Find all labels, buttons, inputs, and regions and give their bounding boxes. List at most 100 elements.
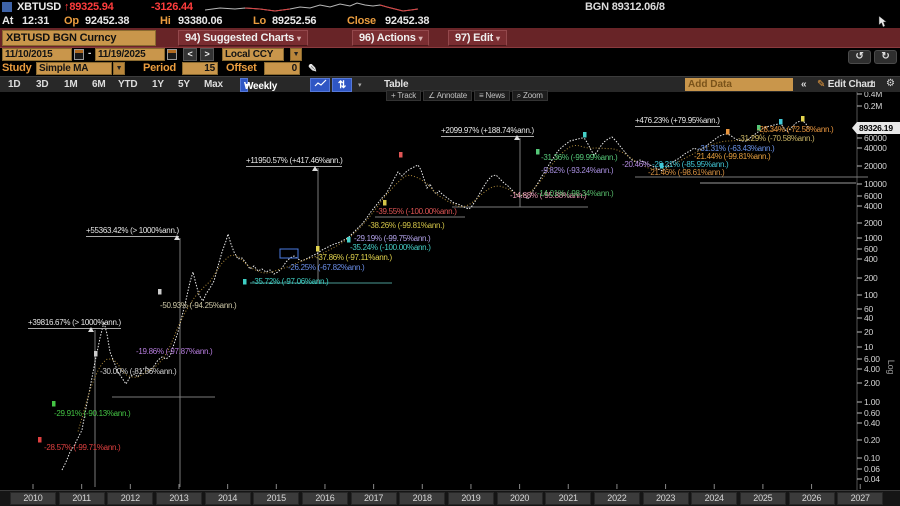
ticker-symbol: XBTUSD xyxy=(17,1,62,13)
offset-input[interactable]: 0 xyxy=(264,62,300,75)
price-chart[interactable]: 0.4M0.2M60000400002000010000600040002000… xyxy=(0,92,900,490)
range-tab-1d[interactable]: 1D xyxy=(8,79,21,90)
range-tab-3d[interactable]: 3D xyxy=(36,79,49,90)
y-tick-label: 200 xyxy=(864,273,878,283)
chart-settings-icon[interactable]: ⊿ xyxy=(868,79,877,90)
y-tick-label: 0.60 xyxy=(864,408,880,418)
y-tick-label: 2.00 xyxy=(864,378,880,388)
last-price: ↑89325.94 xyxy=(64,1,114,13)
news-tool[interactable]: ≡ News xyxy=(474,90,510,101)
moving-average-series xyxy=(77,127,797,432)
chart-area[interactable]: + Track ∠ Annotate ≡ News ⌕ Zoom 0.4M 0.2M 60… xyxy=(0,90,900,490)
open-label: Op xyxy=(64,15,79,27)
range-tab-ytd[interactable]: YTD xyxy=(118,79,138,90)
y-tick-label: 40000 xyxy=(864,143,887,153)
offset-label: Offset xyxy=(226,62,257,74)
currency-select[interactable]: Local CCY xyxy=(222,48,284,61)
edit-menu[interactable]: 97) Edit ▾ xyxy=(448,30,507,46)
edit-chart-button[interactable]: ✎ Edit Chart xyxy=(817,79,874,90)
mouse-cursor-icon xyxy=(878,16,888,28)
calendar-icon[interactable] xyxy=(74,49,84,60)
edit-study-pencil-icon[interactable]: ✎ xyxy=(308,63,318,75)
x-axis-year-2019: 2019 xyxy=(447,492,494,505)
track-tool[interactable]: + Track xyxy=(386,90,422,101)
table-button[interactable]: Table xyxy=(384,79,409,90)
flag-marker xyxy=(757,125,761,131)
date-from-input[interactable]: 11/10/2015 xyxy=(2,48,72,61)
x-axis-year-2024: 2024 xyxy=(691,492,738,505)
flag-marker xyxy=(347,237,351,243)
period-input[interactable]: 15 xyxy=(182,62,218,75)
suggested-charts-menu[interactable]: 94) Suggested Charts ▾ xyxy=(178,30,308,46)
chevron-down-icon: ▾ xyxy=(296,34,301,43)
flag-marker xyxy=(726,129,730,135)
y-tick-label: 600 xyxy=(864,244,878,254)
y-tick-label: 0.2M xyxy=(864,101,882,111)
chart-floating-toolbar: + Track ∠ Annotate ≡ News ⌕ Zoom xyxy=(386,90,548,101)
chevron-down-icon: ▾ xyxy=(418,34,423,43)
price-change: -3126.44 xyxy=(151,1,193,13)
y-tick-label: 400 xyxy=(864,254,878,264)
range-tab-max[interactable]: Max xyxy=(204,79,223,90)
y-tick-label: 40 xyxy=(864,313,874,323)
y-tick-label: 2000 xyxy=(864,218,883,228)
currency-dropdown-icon[interactable]: ▼ xyxy=(290,48,302,61)
annotate-tool[interactable]: ∠ Annotate xyxy=(423,90,473,101)
flag-marker xyxy=(383,200,387,206)
last-price-badge xyxy=(857,122,900,134)
y-tick-label: 6.00 xyxy=(864,354,880,364)
flag-marker xyxy=(158,289,162,295)
function-menubar: XBTUSD BGN Curncy 94) Suggested Charts ▾… xyxy=(0,28,900,48)
y-tick-label: 0.06 xyxy=(864,464,880,474)
y-tick-label: 100 xyxy=(864,290,878,300)
security-input[interactable]: XBTUSD BGN Curncy xyxy=(2,30,156,46)
line-chart-type-button[interactable] xyxy=(310,78,330,92)
log-scale-label[interactable]: Log xyxy=(886,359,897,375)
security-color-icon xyxy=(2,2,12,12)
add-data-input[interactable] xyxy=(685,78,793,91)
low-value: 89252.56 xyxy=(272,15,317,27)
flag-marker xyxy=(660,163,664,169)
calendar-icon[interactable] xyxy=(167,49,177,60)
x-axis-year-2021: 2021 xyxy=(545,492,592,505)
flag-marker xyxy=(801,116,805,122)
undo-button[interactable]: ↺ xyxy=(848,50,871,64)
redo-button[interactable]: ↻ xyxy=(874,50,897,64)
open-value: 92452.38 xyxy=(85,15,130,27)
study-dropdown-icon[interactable]: ▼ xyxy=(113,62,125,75)
y-tick-label: 60 xyxy=(864,304,874,314)
last-price-badge-label: 89326.19 xyxy=(859,123,893,133)
quote-row-1: XBTUSD ↑89325.94 -3126.44 BGN 89312.06/8 xyxy=(0,0,900,14)
x-axis-year-2023: 2023 xyxy=(642,492,689,505)
frequency-select[interactable]: Weekly ▼ xyxy=(240,78,277,92)
range-tab-5y[interactable]: 5Y xyxy=(178,79,190,90)
date-range-row: 11/10/2015 - 11/19/2025 < > Local CCY ▼ … xyxy=(0,48,900,64)
range-tab-1m[interactable]: 1M xyxy=(64,79,78,90)
x-axis-year-2011: 2011 xyxy=(58,492,105,505)
date-separator: - xyxy=(88,48,92,59)
date-to-input[interactable]: 11/19/2025 xyxy=(95,48,165,61)
y-tick-label: 1.00 xyxy=(864,397,880,407)
low-label: Lo xyxy=(253,15,267,27)
y-tick-label: 0.4M xyxy=(864,92,882,99)
gear-icon[interactable]: ⚙ xyxy=(886,78,895,89)
next-period-button[interactable]: > xyxy=(200,48,214,61)
actions-menu[interactable]: 96) Actions ▾ xyxy=(352,30,430,46)
flag-marker xyxy=(52,401,56,407)
range-tab-6m[interactable]: 6M xyxy=(92,79,106,90)
x-axis-year-2017: 2017 xyxy=(350,492,397,505)
bgn-quote: BGN 89312.06/8 xyxy=(585,1,665,13)
x-axis-year-2020: 2020 xyxy=(496,492,543,505)
sort-axis-button[interactable]: ⇅ xyxy=(332,78,352,92)
study-select[interactable]: Simple MA xyxy=(36,62,112,75)
y-tick-label: 10000 xyxy=(864,179,887,189)
prev-period-button[interactable]: < xyxy=(183,48,197,61)
range-tab-1y[interactable]: 1Y xyxy=(152,79,164,90)
x-axis-year-2012: 2012 xyxy=(107,492,154,505)
chart-type-more-icon[interactable]: ▾ xyxy=(358,82,362,89)
collapse-panel-button[interactable]: « xyxy=(801,79,807,90)
flag-marker xyxy=(243,279,247,285)
zoom-tool[interactable]: ⌕ Zoom xyxy=(511,90,548,101)
x-axis-year-2014: 2014 xyxy=(204,492,251,505)
